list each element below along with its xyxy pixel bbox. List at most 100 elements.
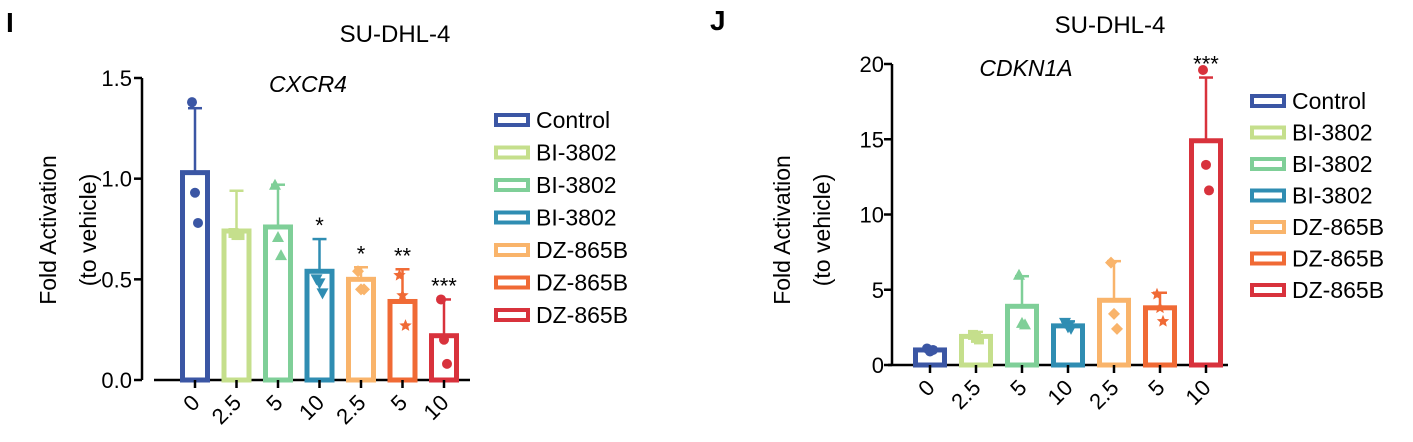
x-tick-label: 5: [1005, 375, 1031, 401]
y-tick-label: 15: [860, 127, 884, 152]
data-point: [393, 268, 406, 281]
data-point: [1111, 322, 1123, 335]
x-tick-label: 5: [1143, 375, 1169, 401]
significance-label: ***: [1193, 52, 1219, 77]
x-tick-label: 2.5: [331, 390, 370, 429]
legend-label: DZ-865B: [536, 237, 628, 263]
x-tick-label: 10: [419, 390, 454, 425]
data-point: [316, 288, 329, 300]
bar-group: *** 10: [1181, 52, 1223, 410]
bar-group: 2.5: [1084, 256, 1131, 414]
data-point: [358, 283, 370, 296]
data-point: [234, 230, 245, 241]
bar-group: 0: [178, 97, 210, 416]
chart-subtitle: CXCR4: [269, 71, 347, 97]
y-tick-label: 0: [872, 353, 884, 378]
x-tick-label: 0: [178, 390, 204, 416]
bar-group: 5: [1005, 268, 1039, 401]
data-point: [1156, 314, 1170, 327]
legend-swatch: [1250, 94, 1286, 108]
legend-swatch: [1250, 157, 1286, 171]
bar: [221, 228, 252, 383]
y-axis-label-sub: (to vehicle): [75, 174, 101, 286]
data-point: [193, 217, 203, 228]
significance-label: ***: [431, 273, 457, 298]
legend-swatch: [1250, 283, 1286, 297]
significance-label: **: [394, 243, 412, 268]
data-point: [1105, 256, 1117, 269]
legend-label: BI-3802: [1292, 120, 1373, 146]
data-point: [1019, 318, 1031, 330]
legend-swatch: [1250, 251, 1286, 266]
legend-swatch: [1250, 220, 1286, 234]
y-tick-label: 5: [872, 278, 884, 303]
data-point: [1108, 307, 1120, 320]
legend-label: DZ-865B: [1292, 214, 1384, 240]
legend-item: BI-3802: [494, 140, 617, 166]
x-tick-label: 2.5: [1084, 375, 1123, 414]
data-point: [442, 358, 452, 369]
y-tick-label: 0.5: [101, 267, 132, 292]
bar-group: 5: [261, 178, 293, 416]
legend-swatch: [1250, 188, 1286, 203]
significance-label: *: [315, 213, 324, 238]
significance-label: *: [357, 241, 366, 266]
legend-swatch: [494, 308, 530, 322]
bar: [1189, 138, 1223, 368]
chart-title: SU-DHL-4: [340, 21, 451, 48]
x-tick-label: 10: [294, 390, 329, 425]
legend-item: BI-3802: [1250, 183, 1373, 209]
bar: [1005, 303, 1039, 368]
bar-group: ** 5: [386, 243, 418, 416]
data-point: [399, 319, 412, 331]
legend-label: Control: [536, 107, 610, 133]
y-tick-label: 0.0: [101, 368, 132, 393]
data-point: [352, 265, 364, 278]
data-point: [1150, 287, 1164, 300]
legend-item: Control: [494, 107, 610, 133]
legend-label: BI-3802: [536, 172, 617, 198]
chart-title: SU-DHL-4: [1055, 12, 1166, 39]
data-point: [436, 294, 446, 305]
chart-panel-j: J SU-DHL-4 CDKN1A Fold Activation (to vehicl…: [710, 5, 1384, 414]
data-point: [396, 288, 409, 301]
data-point: [1013, 268, 1025, 280]
x-tick-label: 2.5: [207, 390, 246, 429]
y-axis-label-sub: (to vehicle): [809, 174, 835, 286]
data-point: [187, 97, 197, 108]
legend-item: BI-3802: [494, 205, 617, 231]
data-point: [439, 334, 449, 345]
data-point: [1065, 323, 1077, 335]
legend-swatch: [494, 210, 530, 225]
legend-item: Control: [1250, 88, 1366, 114]
x-tick-label: 10: [1181, 375, 1216, 410]
legend-item: DZ-865B: [494, 270, 628, 296]
chart-panel-i: I SU-DHL-4 CXCR4 Fold Activation (to vehicle…: [6, 7, 628, 429]
y-axis-label: Fold Activation: [769, 155, 795, 305]
legend-item: DZ-865B: [1250, 277, 1384, 303]
legend-item: DZ-865B: [1250, 246, 1384, 272]
legend-item: DZ-865B: [494, 302, 628, 328]
data-point: [1204, 185, 1214, 196]
panel-label: J: [710, 5, 726, 36]
bar-group: * 2.5: [331, 241, 376, 429]
x-tick-label: 0: [913, 375, 939, 401]
y-tick-label: 1.0: [101, 167, 132, 192]
legend-label: BI-3802: [536, 205, 617, 231]
chart-subtitle: CDKN1A: [979, 55, 1072, 81]
legend-item: DZ-865B: [494, 237, 628, 263]
data-point: [1201, 159, 1211, 170]
legend-swatch: [494, 145, 530, 160]
data-point: [272, 231, 284, 243]
data-point: [190, 187, 200, 198]
legend-label: DZ-865B: [536, 302, 628, 328]
legend-label: Control: [1292, 88, 1366, 114]
data-point: [928, 344, 938, 355]
legend-swatch: [494, 243, 530, 257]
legend-swatch: [1250, 125, 1286, 140]
data-point: [1153, 301, 1167, 314]
data-point: [313, 278, 326, 290]
y-axis-label: Fold Activation: [35, 155, 61, 305]
bar: [1143, 305, 1177, 368]
